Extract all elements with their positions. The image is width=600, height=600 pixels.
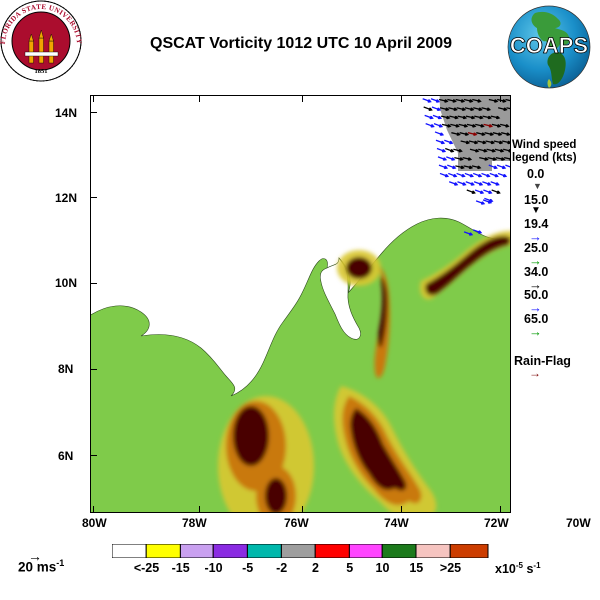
- svg-text:1851: 1851: [35, 68, 48, 75]
- svg-text:COAPS: COAPS: [510, 33, 588, 58]
